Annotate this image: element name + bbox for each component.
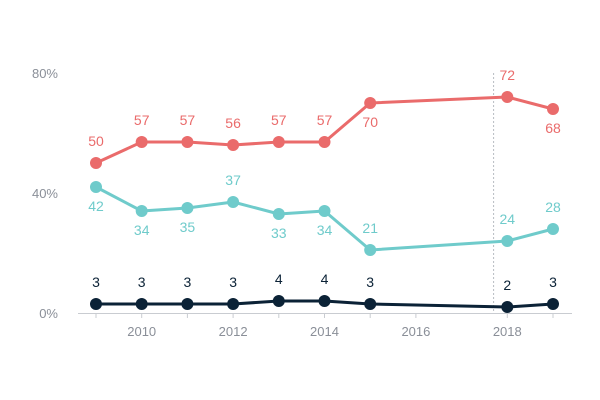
data-label: 57 [180,112,196,128]
data-label: 24 [500,211,516,227]
data-point [318,295,331,307]
data-point [181,202,194,214]
y-tick-label: 40% [32,186,58,201]
data-point [181,298,194,310]
data-point [227,298,240,310]
data-label: 3 [92,274,100,290]
data-point [272,208,285,220]
data-label: 50 [88,133,104,149]
data-point [501,301,514,313]
data-point [501,91,514,103]
data-point [90,181,102,193]
y-tick-label: 0% [39,306,58,321]
series-line [94,185,555,252]
data-point [135,136,148,148]
data-label: 57 [271,112,287,128]
data-point [364,244,377,256]
data-label: 68 [545,120,561,136]
data-point [227,196,240,208]
data-label: 2 [503,277,511,293]
data-label: 4 [275,271,283,287]
x-tick-label: 2014 [310,324,339,339]
data-point [90,157,102,169]
data-point [547,298,559,310]
axes: 0% 40% 80% 2010 2012 2014 2016 2018 [32,66,572,339]
x-tick-label: 2018 [493,324,522,339]
data-label: 57 [317,112,333,128]
data-label: 4 [321,271,329,287]
data-label: 72 [500,67,516,83]
data-point [135,298,148,310]
data-label: 3 [549,274,557,290]
data-label: 34 [134,222,150,238]
data-point [135,205,148,217]
data-point [272,295,285,307]
data-point [90,298,102,310]
data-point [547,103,559,115]
data-label: 21 [362,220,378,236]
data-point [547,223,559,235]
data-point [318,205,331,217]
data-label: 3 [138,274,146,290]
data-label: 70 [362,114,378,130]
data-label: 3 [229,274,237,290]
data-point [364,298,377,310]
x-tick-label: 2012 [219,324,248,339]
data-label: 3 [184,274,192,290]
data-label: 28 [545,199,561,215]
data-point [272,136,285,148]
data-point [364,97,377,109]
data-label: 35 [180,219,196,235]
data-point [181,136,194,148]
data-label: 57 [134,112,150,128]
series-line [94,95,555,165]
data-point [318,136,331,148]
y-tick-label: 80% [32,66,58,81]
data-label: 3 [366,274,374,290]
data-point [227,139,240,151]
data-label: 33 [271,225,287,241]
data-label: 56 [225,115,241,131]
data-label: 42 [88,198,104,214]
x-tick-label: 2010 [127,324,156,339]
data-point [501,235,514,247]
data-label: 37 [225,172,241,188]
x-tick-label: 2016 [401,324,430,339]
data-label: 34 [317,222,333,238]
